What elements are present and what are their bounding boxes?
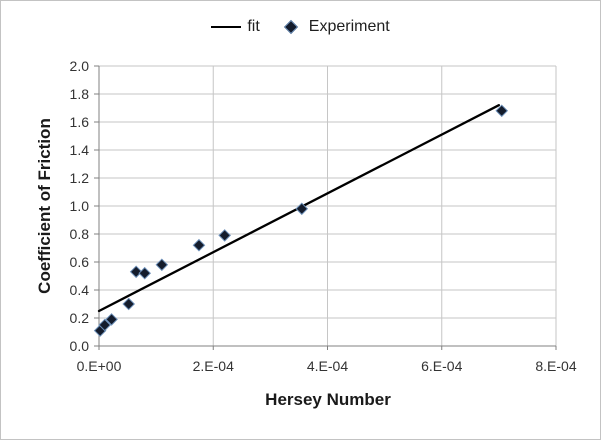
y-tick-label: 1.4 (69, 142, 89, 158)
y-tick-label: 0.8 (69, 226, 89, 242)
experiment-point (138, 266, 152, 280)
x-tick-label: 2.E-04 (192, 358, 234, 374)
experiment-point (98, 318, 112, 332)
x-tick-label: 0.E+00 (76, 358, 122, 374)
y-tick-label: 0.2 (69, 310, 89, 326)
legend: fit Experiment (1, 13, 600, 41)
y-tick-label: 1.6 (69, 114, 89, 130)
y-tick-label: 1.0 (69, 198, 89, 214)
y-tick-label: 0.0 (69, 338, 89, 354)
x-tick-label: 8.E-04 (535, 358, 577, 374)
experiment-diamond-icon (283, 19, 298, 35)
x-axis-title: Hersey Number (265, 390, 391, 409)
experiment-point (218, 229, 231, 242)
experiment-point (295, 202, 309, 216)
fit-line-swatch (211, 26, 242, 28)
legend-item-experiment: Experiment (283, 18, 390, 36)
legend-label-fit: fit (247, 18, 260, 35)
x-tick-label: 6.E-04 (421, 358, 463, 374)
legend-item-fit: fit (211, 18, 260, 36)
experiment-point (155, 258, 169, 272)
experiment-point (122, 297, 136, 311)
y-tick-label: 1.2 (69, 170, 89, 186)
legend-label-experiment: Experiment (308, 18, 390, 35)
y-tick-label: 0.6 (69, 254, 89, 270)
x-tick-label: 4.E-04 (306, 358, 349, 374)
experiment-point (495, 104, 509, 118)
experiment-point (192, 238, 206, 252)
y-tick-label: 0.4 (69, 282, 89, 298)
experiment-point (105, 313, 118, 326)
y-tick-label: 2.0 (69, 58, 89, 74)
y-tick-label: 1.8 (69, 86, 89, 102)
experiment-point (129, 265, 143, 279)
